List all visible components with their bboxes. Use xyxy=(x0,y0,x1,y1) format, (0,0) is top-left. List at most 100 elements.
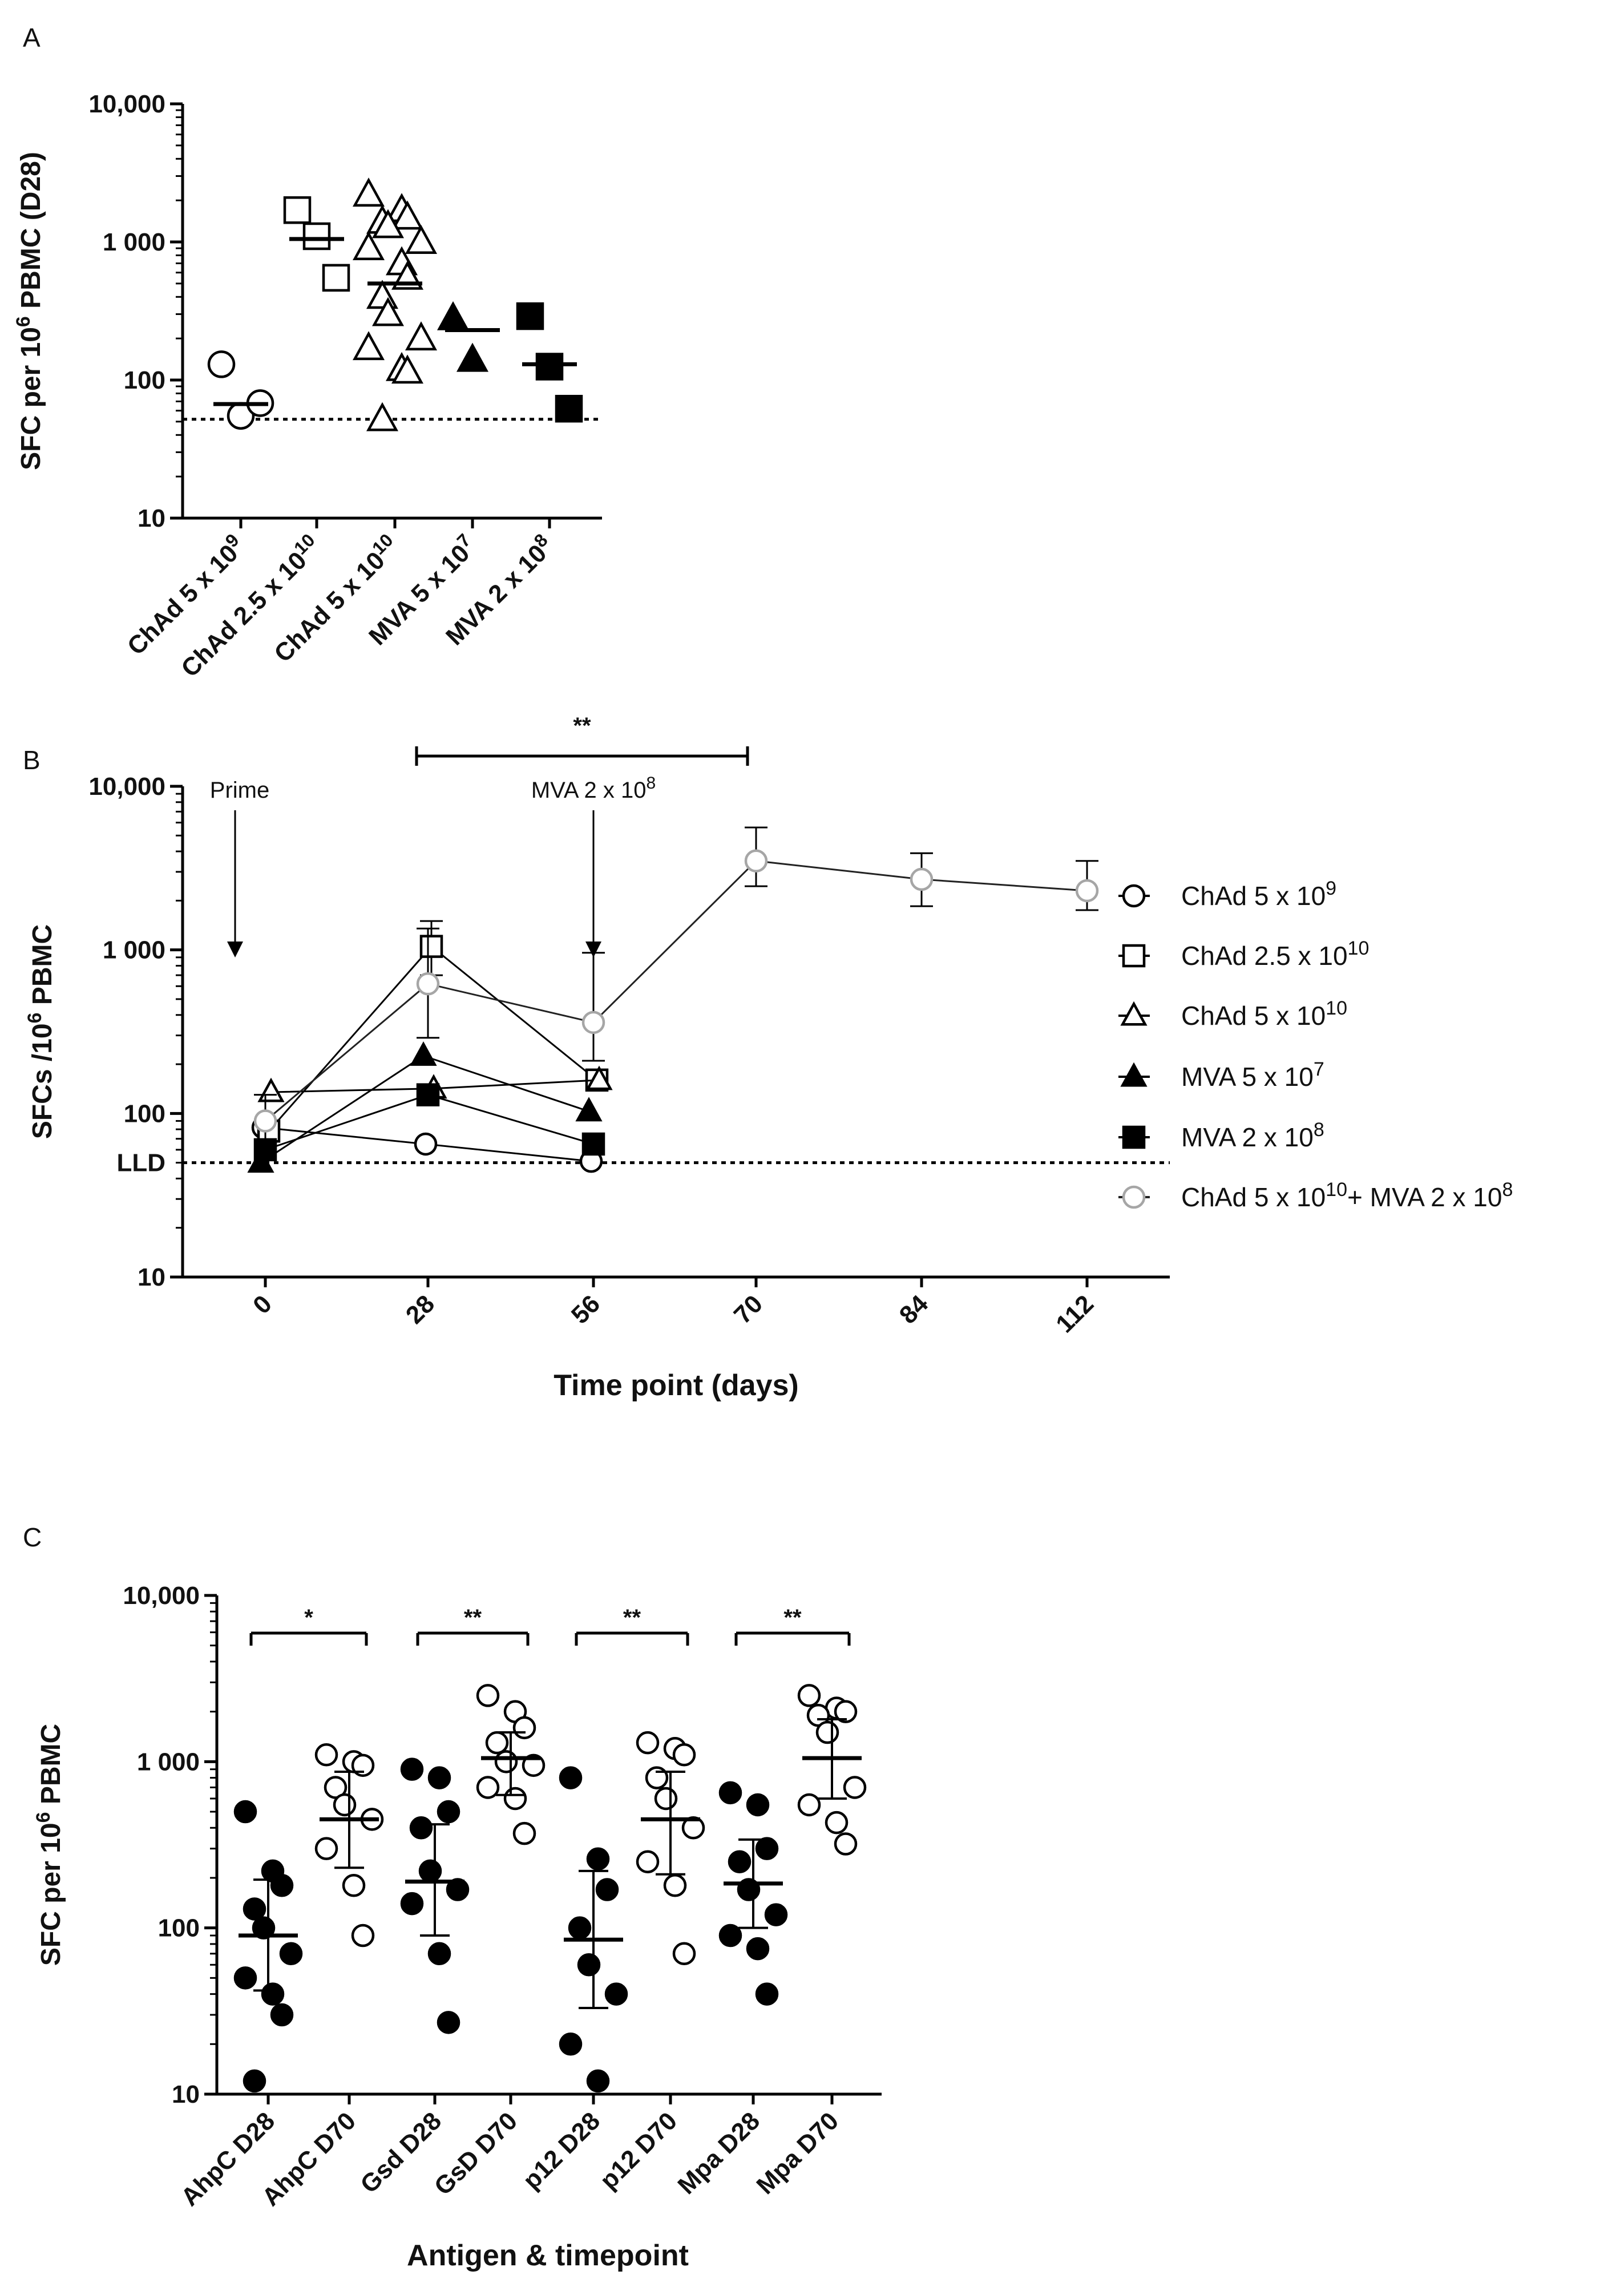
data-point xyxy=(302,222,331,250)
y-tick-label: 10,000 xyxy=(123,1582,200,1610)
data-point xyxy=(233,1966,257,1990)
data-point xyxy=(512,1821,536,1845)
series-line xyxy=(265,860,1088,1122)
data-point xyxy=(410,1041,437,1066)
data-point xyxy=(654,1787,678,1811)
data-point xyxy=(243,1897,266,1921)
data-point xyxy=(366,402,399,431)
data-point xyxy=(314,1743,338,1767)
x-tick-label: 56 xyxy=(566,1290,605,1329)
data-point xyxy=(764,1903,788,1926)
data-point xyxy=(351,1753,375,1777)
panel-label-c: C xyxy=(23,1522,42,1552)
data-point xyxy=(568,1916,592,1940)
data-point xyxy=(437,1800,460,1824)
legend-entry: ChAd 2.5 x 1010 xyxy=(1181,938,1369,971)
x-category-label: p12 D28 xyxy=(518,2107,605,2195)
y-tick-label: 10,000 xyxy=(88,773,165,801)
data-point xyxy=(351,1924,375,1947)
legend-entry: ChAd 5 x 109 xyxy=(1181,878,1336,911)
legend-marker xyxy=(1122,1185,1146,1209)
data-point xyxy=(503,1787,527,1811)
data-point xyxy=(718,1781,742,1805)
legend-marker xyxy=(1122,944,1146,968)
panel-label-b: B xyxy=(23,745,41,775)
data-point xyxy=(257,1077,285,1102)
data-point xyxy=(910,867,934,891)
data-point xyxy=(427,1766,451,1789)
x-category-label: Mpa D28 xyxy=(672,2107,765,2200)
boost-annotation: MVA 2 x 108 xyxy=(531,774,656,803)
prime-arrowhead xyxy=(227,942,243,957)
data-point xyxy=(322,264,350,292)
prime-annotation: Prime xyxy=(210,778,269,803)
data-point xyxy=(744,849,768,872)
data-point xyxy=(261,1982,285,2006)
x-tick-label: 84 xyxy=(894,1290,934,1330)
legend-marker xyxy=(1120,1001,1148,1026)
x-category-label: p12 D70 xyxy=(595,2107,682,2195)
legend-entry: MVA 2 x 108 xyxy=(1181,1119,1324,1152)
data-point xyxy=(233,1800,257,1824)
y-tick-label: 10 xyxy=(172,2080,200,2108)
data-point xyxy=(555,394,583,423)
data-point xyxy=(586,1847,610,1871)
data-point xyxy=(585,1065,613,1090)
x-tick-label: 112 xyxy=(1051,1290,1099,1338)
data-point xyxy=(604,1982,628,2006)
legend-marker xyxy=(1122,884,1146,908)
data-point xyxy=(405,225,438,254)
data-point xyxy=(636,1850,660,1873)
y-axis-label: SFC per 106 PBMC (D28) xyxy=(13,152,46,470)
y-tick-label: 100 xyxy=(158,1914,200,1942)
data-point xyxy=(419,935,443,958)
data-point xyxy=(746,1937,770,1961)
data-point xyxy=(437,301,470,330)
data-point xyxy=(728,1850,752,1873)
data-point xyxy=(512,1716,536,1740)
x-axis-label: Time point (days) xyxy=(554,1369,799,1402)
x-tick-label: 70 xyxy=(729,1290,768,1329)
data-point xyxy=(207,350,236,378)
legend-entry: ChAd 5 x 1010+ MVA 2 x 108 xyxy=(1181,1179,1513,1212)
data-point xyxy=(405,321,438,351)
data-point xyxy=(342,1874,366,1897)
data-point xyxy=(663,1874,687,1897)
x-axis-label: Antigen & timepoint xyxy=(407,2239,689,2272)
data-point xyxy=(577,1953,601,1977)
data-point xyxy=(437,2011,460,2034)
y-tick-label: 10 xyxy=(138,1263,165,1291)
data-point xyxy=(416,1083,440,1106)
data-point xyxy=(314,1837,338,1860)
data-point xyxy=(456,342,489,372)
data-point xyxy=(797,1793,821,1817)
data-point xyxy=(476,1776,500,1799)
y-tick-label: 1 000 xyxy=(137,1748,200,1776)
data-point xyxy=(476,1684,500,1707)
significance-label: ** xyxy=(623,1605,641,1630)
data-point xyxy=(366,280,399,309)
data-point xyxy=(672,1942,696,1966)
data-point xyxy=(279,1942,303,1966)
y-tick-label: 10,000 xyxy=(88,90,165,118)
data-point xyxy=(418,1859,442,1883)
data-point xyxy=(333,1793,357,1817)
legend-marker xyxy=(1120,1062,1148,1087)
data-point xyxy=(797,1684,821,1707)
data-point xyxy=(243,2069,266,2093)
data-point xyxy=(834,1832,858,1856)
legend-marker xyxy=(1122,1125,1146,1149)
y-axis-label: SFC per 106 PBMC xyxy=(33,1724,66,1966)
data-point xyxy=(586,2069,610,2093)
panel-a: A 10 100 1 000 10,000 SFC per 106 PBMC (D28)… xyxy=(13,23,602,682)
data-point xyxy=(581,1132,605,1156)
significance-label: ** xyxy=(783,1605,802,1630)
data-point xyxy=(446,1878,470,1901)
data-point xyxy=(391,200,424,230)
data-point xyxy=(270,2003,294,2027)
data-point xyxy=(283,196,312,224)
y-axis-label: SFCs /106 PBMC xyxy=(24,924,58,1139)
y-tick-label: 1 000 xyxy=(103,228,165,256)
data-point xyxy=(595,1878,619,1901)
